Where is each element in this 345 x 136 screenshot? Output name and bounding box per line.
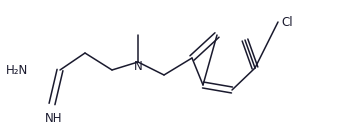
Text: NH: NH bbox=[45, 112, 63, 125]
Text: H₂N: H₂N bbox=[6, 64, 28, 76]
Text: N: N bbox=[134, 60, 142, 73]
Text: Cl: Cl bbox=[281, 16, 293, 29]
